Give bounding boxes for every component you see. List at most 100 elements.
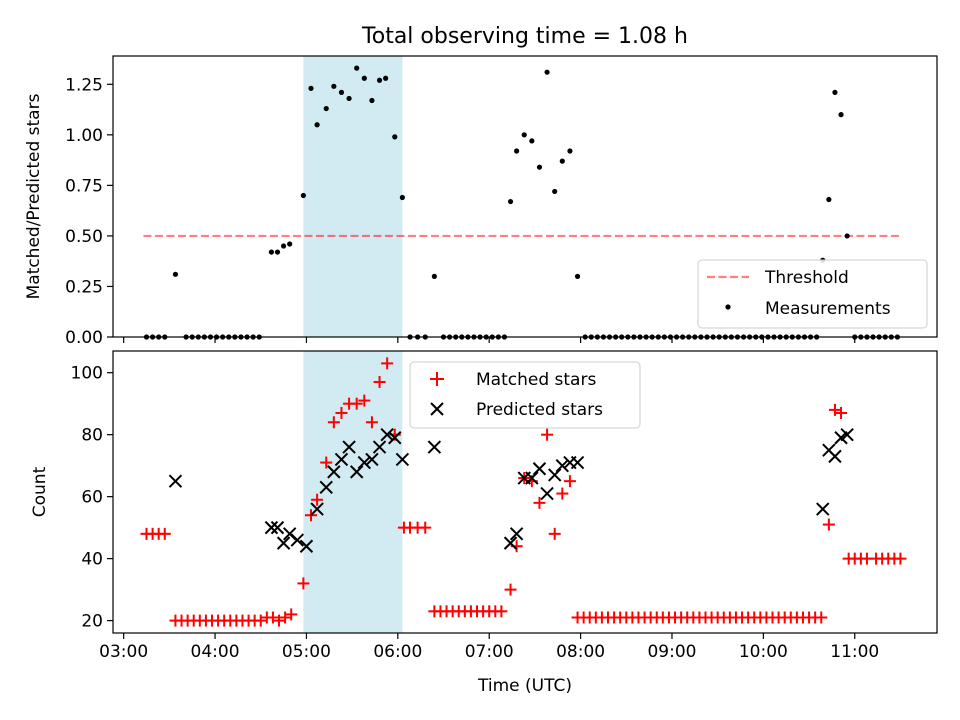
matched-star-point	[556, 487, 569, 500]
top-legend-box	[697, 259, 928, 329]
matched-star-point	[381, 357, 394, 370]
measurement-point	[832, 89, 838, 95]
x-tick-label: 03:00	[99, 642, 148, 662]
predicted-star-point	[525, 471, 539, 485]
measurement-point	[521, 132, 527, 138]
measurement-point	[536, 164, 543, 170]
x-tick-label: 04:00	[191, 642, 240, 662]
predicted-star-point	[327, 465, 341, 479]
measurement-point	[431, 273, 437, 279]
predicted-star-point	[270, 520, 285, 535]
predicted-star-point	[395, 452, 410, 467]
matched-star-point	[254, 614, 267, 627]
matched-star-point	[541, 428, 554, 441]
measurement-point	[567, 148, 573, 154]
legend-matched-swatch	[430, 372, 444, 386]
predicted-star-point	[372, 440, 387, 454]
matched-star-point	[815, 611, 828, 624]
matched-star-point	[894, 552, 907, 565]
legend-predicted-swatch	[430, 402, 444, 416]
measurement-point	[392, 134, 398, 140]
bottom-y-axis-label: Count	[30, 466, 50, 517]
top-y-tick-label: 1.25	[65, 75, 103, 95]
top-y-tick-label: 0.00	[65, 328, 103, 348]
measurement-point	[529, 138, 535, 144]
predicted-star-point	[264, 520, 279, 535]
legend-predicted-label: Predicted stars	[476, 400, 603, 420]
x-tick-label: 05:00	[282, 642, 331, 662]
predicted-star-point	[334, 452, 349, 467]
x-tick-label: 10:00	[739, 642, 788, 662]
predicted-star-point	[276, 536, 291, 550]
predicted-star-point	[380, 427, 394, 442]
x-tick-label: 06:00	[373, 642, 422, 662]
predicted-star-point	[840, 427, 854, 442]
predicted-star-point	[349, 465, 364, 479]
matched-star-point	[419, 521, 432, 534]
measurement-point	[354, 65, 360, 71]
measurement-point	[507, 198, 514, 205]
predicted-star-point	[168, 474, 183, 488]
x-tick-label: 07:00	[465, 642, 514, 662]
matched-star-point	[266, 611, 279, 624]
bottom-y-tick-label: 80	[81, 426, 103, 446]
measurement-point	[346, 95, 352, 102]
matched-star-point	[279, 611, 292, 624]
top-y-ticks: 0.00 0.25 0.50 0.75 1.00 1.25	[65, 75, 113, 348]
predicted-star-point	[310, 502, 324, 516]
measurement-point	[844, 233, 850, 239]
top-highlight-span	[303, 56, 403, 337]
top-legend: Threshold Measurements	[697, 259, 928, 329]
matched-star-point	[835, 406, 848, 419]
measurement-point	[369, 97, 375, 104]
x-tick-label: 09:00	[647, 642, 696, 662]
bottom-highlight-span	[303, 351, 403, 633]
measurement-point	[300, 192, 306, 199]
bottom-legend: Matched stars Predicted stars	[409, 361, 641, 429]
measurement-point	[838, 112, 844, 118]
bottom-axes-frame	[112, 350, 938, 634]
top-panel: 0.00 0.25 0.50 0.75 1.00 1.25 Matched/Predict…	[24, 55, 938, 348]
matched-star-point	[504, 583, 517, 596]
measurement-point	[287, 241, 293, 247]
legend-threshold-label: Threshold	[764, 268, 849, 288]
measurement-point	[383, 75, 389, 81]
matched-star-point	[335, 406, 348, 419]
legend-measurements-swatch	[725, 304, 731, 310]
matched-star-point	[533, 496, 546, 509]
matched-star-point	[327, 416, 340, 429]
measurement-point	[552, 188, 558, 195]
predicted-star-point	[365, 452, 379, 467]
matched-star-point	[548, 527, 561, 540]
predicted-star-point	[357, 455, 372, 470]
measurement-point	[172, 271, 179, 277]
measurement-point	[361, 75, 367, 81]
top-y-tick-label: 1.00	[65, 126, 103, 146]
predicted-star-point	[299, 539, 314, 553]
top-x-ticks	[123, 337, 856, 343]
x-axis-label: Time (UTC)	[477, 676, 572, 696]
matched-star-point	[311, 493, 324, 506]
matched-star-point	[273, 614, 286, 627]
matched-star-point	[350, 397, 363, 410]
predicted-star-point	[388, 431, 402, 445]
x-tick-label: 11:00	[830, 642, 879, 662]
matched-star-point	[358, 394, 371, 407]
matched-star-point	[305, 509, 318, 522]
matched-star-point	[158, 527, 171, 540]
chart-title: Total observing time = 1.08 h	[361, 24, 688, 49]
measurement-point	[399, 194, 405, 201]
top-y-tick-label: 0.50	[65, 227, 103, 247]
predicted-star-point	[319, 480, 333, 495]
predicted-star-point	[547, 468, 562, 482]
matched-star-point	[285, 608, 298, 621]
predicted-star-point	[570, 455, 585, 470]
measurement-point	[331, 83, 337, 89]
legend-measurements-label: Measurements	[765, 299, 891, 319]
x-tick-label: 08:00	[556, 642, 605, 662]
matched-star-point	[828, 403, 841, 416]
measurement-point	[376, 77, 383, 83]
measurement-point	[338, 89, 345, 95]
matched-star-point	[373, 375, 386, 388]
bottom-x-ticks: 03:00 04:00 05:00 06:00 07:00 08:00 09:00 10:00…	[99, 633, 879, 662]
